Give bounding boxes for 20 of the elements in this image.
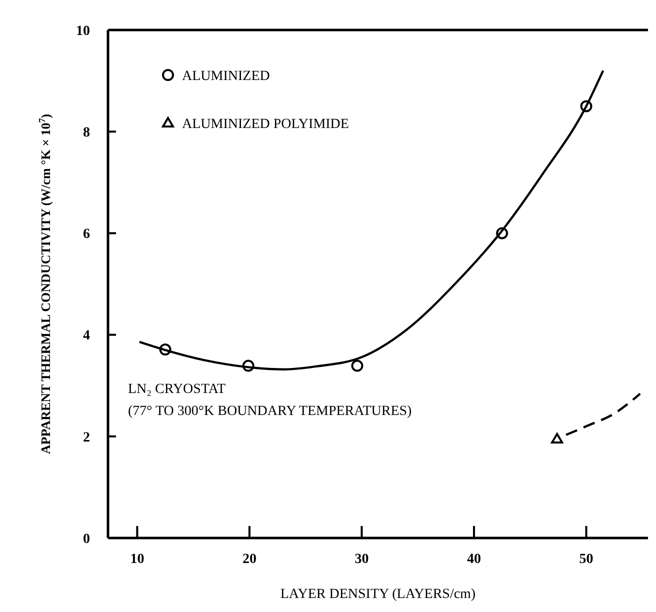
annotation: (77° TO 300°K BOUNDARY TEMPERATURES) — [128, 404, 412, 420]
legend-label: ALUMINIZED POLYIMIDE — [182, 116, 349, 132]
x-tick-label: 40 — [466, 552, 481, 567]
x-tick-label: 50 — [579, 552, 594, 567]
x-tick-label: 10 — [130, 552, 144, 567]
y-tick-label: 4 — [83, 328, 90, 344]
x-tick-label: 20 — [242, 552, 256, 567]
x-tick-label: 30 — [354, 552, 369, 567]
y-tick-label: 2 — [83, 430, 90, 446]
point — [351, 360, 364, 372]
line-series — [138, 70, 604, 370]
y-tick-label: 8 — [83, 126, 90, 140]
x-axis-title: LAYER DENSITY (LAYERS/cm) — [280, 587, 476, 602]
y-tick-label: 10 — [76, 24, 90, 39]
y-tick-label: 6 — [83, 227, 90, 242]
line-series — [564, 392, 642, 436]
legend-label: ALUMINIZED — [182, 68, 270, 84]
annotation: LN₂ CRYOSTAT — [128, 382, 226, 398]
y-tick-label: 0 — [83, 532, 90, 547]
point — [551, 432, 564, 444]
